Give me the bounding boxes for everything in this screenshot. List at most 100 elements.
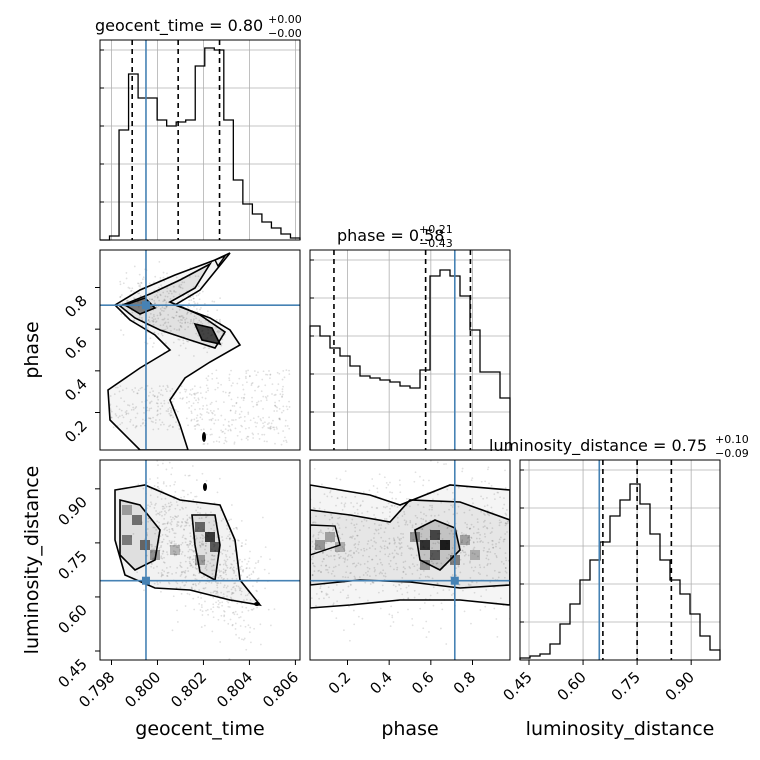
sample-point (419, 573, 422, 576)
sample-point (158, 541, 161, 544)
sample-point (184, 474, 187, 477)
sample-point (201, 540, 204, 543)
sample-point (206, 577, 209, 580)
sample-point (389, 491, 391, 494)
sample-point (412, 539, 415, 541)
sample-point (473, 553, 476, 555)
sample-point (378, 524, 381, 527)
sample-point (407, 608, 409, 611)
sample-point (384, 575, 387, 578)
sample-point (182, 507, 185, 510)
sample-point (194, 578, 197, 580)
sample-point (162, 385, 165, 388)
sample-point (181, 551, 184, 553)
sample-point (220, 614, 223, 617)
sample-point (323, 547, 326, 550)
sample-point (256, 403, 259, 406)
sample-point (158, 549, 161, 552)
sample-point (184, 554, 186, 557)
sample-point (155, 306, 158, 309)
sample-point (202, 543, 205, 545)
sample-point (355, 564, 358, 567)
sample-point (192, 318, 195, 321)
sample-point (505, 514, 508, 516)
sample-point (215, 326, 218, 329)
sample-point (161, 573, 164, 576)
sample-point (180, 573, 183, 576)
sample-point (169, 484, 172, 487)
sample-point (162, 538, 165, 541)
sample-point (152, 342, 155, 345)
sample-point (166, 535, 169, 538)
sample-point (461, 549, 464, 552)
sample-point (172, 317, 175, 319)
sample-point (160, 402, 163, 405)
sample-point (159, 277, 162, 279)
sample-point (158, 392, 160, 394)
sample-point (156, 314, 159, 317)
sample-point (204, 600, 206, 603)
sample-point (463, 554, 466, 557)
sample-point (184, 572, 186, 574)
sample-point (118, 415, 121, 418)
sample-point (461, 589, 464, 592)
sample-point (203, 624, 206, 627)
sample-point (187, 311, 189, 314)
sample-point (175, 311, 178, 314)
sample-point (422, 518, 425, 521)
sample-point (341, 546, 344, 548)
sample-point (166, 551, 168, 553)
sample-point (440, 501, 443, 504)
sample-point (205, 582, 207, 585)
sample-point (396, 568, 398, 571)
contour-inner (310, 524, 341, 556)
sample-point (331, 529, 334, 532)
sample-point (395, 552, 398, 555)
sample-point (336, 600, 339, 603)
sample-point (345, 456, 347, 458)
sample-point (230, 593, 233, 596)
sample-point (373, 532, 376, 535)
density-cell (335, 542, 345, 552)
sample-point (199, 512, 201, 515)
density-cell (150, 550, 160, 560)
sample-point (248, 557, 251, 560)
sample-point (231, 552, 234, 555)
sample-point (182, 570, 185, 573)
sample-point (159, 581, 162, 584)
sample-point (436, 541, 439, 544)
xlabel-phase: phase (381, 718, 438, 740)
sample-point (251, 585, 254, 588)
sample-point (409, 547, 412, 549)
sample-point (337, 524, 340, 526)
sample-point (464, 551, 467, 554)
sample-point (181, 315, 184, 318)
sample-point (180, 326, 183, 329)
sample-point (431, 547, 434, 550)
sample-point (212, 558, 214, 561)
sample-point (212, 591, 215, 594)
sample-point (156, 395, 159, 398)
sample-point (176, 609, 178, 612)
sample-point (315, 515, 317, 518)
sample-point (461, 539, 464, 542)
sample-point (419, 475, 421, 478)
sample-point (209, 403, 212, 406)
contour-inner (414, 519, 461, 571)
sample-point (432, 498, 434, 501)
density-cell (122, 505, 132, 515)
sample-point (482, 526, 485, 528)
sample-point (224, 418, 227, 421)
sample-point (379, 550, 382, 553)
sample-point (374, 548, 377, 550)
sample-point (245, 567, 248, 570)
sample-point (180, 571, 183, 573)
sample-point (333, 547, 336, 550)
sample-point (321, 483, 323, 486)
sample-point (285, 439, 287, 442)
sample-point (211, 569, 214, 572)
y-tick-label: 0.4 (61, 375, 91, 405)
sample-point (396, 506, 399, 509)
sample-point (118, 408, 121, 411)
sample-point (149, 312, 152, 315)
